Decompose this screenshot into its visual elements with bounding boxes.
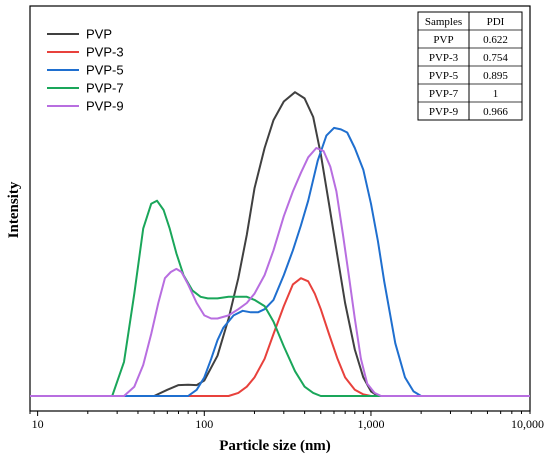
x-tick-label: 10,000 [511, 417, 544, 431]
table-cell: 1 [493, 88, 499, 100]
table-cell: 0.966 [483, 106, 508, 118]
legend-label-pvp-9: PVP-9 [86, 99, 124, 114]
y-axis-title: Intensity [6, 181, 22, 238]
legend-label-pvp-5: PVP-5 [86, 63, 124, 78]
table-cell: PVP-7 [429, 88, 459, 100]
legend-label-pvp-7: PVP-7 [86, 81, 124, 96]
series-line-pvp-7 [30, 199, 530, 397]
pdi-table: Samples PDI PVP 0.622 PVP-3 0.754 PVP-5 0.895 PV… [417, 11, 523, 121]
x-axis-title: Particle size (nm) [219, 438, 331, 454]
x-tick-label: 1,000 [357, 417, 384, 431]
series-line-pvp-9 [30, 147, 530, 397]
table-cell: PVP-5 [429, 70, 459, 82]
series-layer [30, 91, 530, 397]
x-tick-label: 100 [195, 417, 213, 431]
table-header-cell: PDI [487, 16, 505, 28]
series-line-pvp [30, 91, 530, 397]
table-cell: 0.754 [483, 52, 508, 64]
plot-frame [29, 5, 531, 412]
series-line-pvp-3 [30, 277, 530, 397]
legend: PVP PVP-3 PVP-5 PVP-7 PVP-9 [47, 27, 124, 114]
table-cell: PVP-9 [429, 106, 459, 118]
table-cell: 0.622 [483, 34, 508, 46]
table-cell: PVP [433, 34, 453, 46]
table-header-cell: Samples [425, 16, 462, 28]
legend-label-pvp-3: PVP-3 [86, 45, 124, 60]
legend-label-pvp: PVP [86, 27, 112, 42]
series-line-pvp-5 [30, 126, 530, 397]
x-tick-label: 10 [32, 417, 44, 431]
table-cell: PVP-3 [429, 52, 459, 64]
x-axis-ticks: 10 100 1,000 10,000 [29, 411, 544, 431]
table-cell: 0.895 [483, 70, 508, 82]
